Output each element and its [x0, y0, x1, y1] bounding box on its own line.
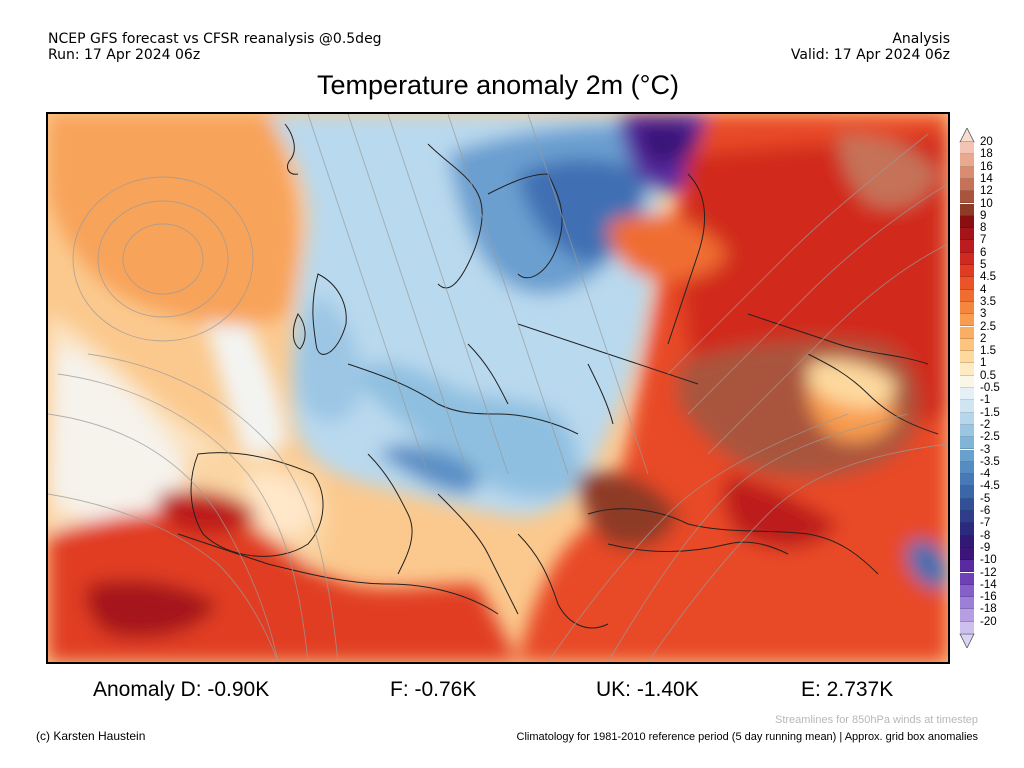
colorbar-swatch: [960, 363, 974, 376]
colorbar-label: 16: [980, 160, 993, 173]
colorbar-swatch: [960, 609, 974, 622]
colorbar-swatch: [960, 523, 974, 536]
colorbar-swatch: [960, 375, 974, 388]
colorbar-swatch: [960, 289, 974, 302]
colorbar-label: 12: [980, 185, 993, 198]
colorbar-swatch: [960, 215, 974, 229]
colorbar-label: 14: [980, 172, 993, 185]
colorbar-label: 10: [980, 197, 993, 210]
colorbar-swatch: [960, 400, 974, 413]
colorbar-label: 5: [980, 259, 987, 271]
colorbar-swatch: [960, 584, 974, 598]
colorbar-swatch: [960, 474, 974, 487]
anomaly-d-stat: Anomaly D: -0.90K: [93, 678, 270, 701]
colorbar-swatch: [960, 547, 974, 561]
colorbar-swatch: [960, 597, 974, 610]
colorbar-label: 9: [980, 209, 987, 222]
anomaly-map-graphic: [48, 114, 948, 662]
colorbar-label: 20: [980, 136, 993, 148]
colorbar-label: -12: [980, 566, 997, 579]
anomaly-map: [46, 112, 950, 664]
colorbar-label: -16: [980, 591, 997, 604]
colorbar-label: 4: [980, 283, 987, 296]
anomaly-e-stat: E: 2.737K: [801, 678, 894, 701]
colorbar-label: 8: [980, 222, 987, 235]
colorbar-swatch: [960, 449, 974, 462]
colorbar-label: -7: [980, 517, 991, 530]
colorbar-label: 1.5: [980, 345, 996, 358]
colorbar-swatch: [960, 203, 974, 216]
colorbar-swatch: [960, 572, 974, 585]
colorbar-label: 3: [980, 308, 987, 321]
colorbar-swatch: [960, 621, 974, 634]
colorbar-swatch: [960, 252, 974, 265]
run-time: Run: 17 Apr 2024 06z: [48, 47, 201, 63]
colorbar-swatch: [960, 511, 974, 524]
colorbar-label: -5: [980, 492, 991, 505]
colorbar-swatch: [960, 486, 974, 499]
colorbar-label: -8: [980, 529, 991, 542]
colorbar-label: -2: [980, 418, 991, 431]
colorbar-label: -6: [980, 505, 991, 517]
colorbar-label: 6: [980, 246, 987, 259]
colorbar-swatch: [960, 560, 974, 573]
colorbar-swatch: [960, 191, 974, 204]
colorbar-swatch: [960, 326, 974, 339]
colorbar-label: -14: [980, 578, 997, 591]
colorbar-swatch: [960, 437, 974, 450]
header-left: NCEP GFS forecast vs CFSR reanalysis @0.…: [48, 31, 382, 63]
colorbar-label: -10: [980, 554, 997, 567]
colorbar-label: 18: [980, 148, 993, 161]
colorbar-label: 2: [980, 332, 987, 345]
colorbar-swatch: [960, 301, 974, 315]
anomaly-uk-stat: UK: -1.40K: [596, 678, 699, 701]
colorbar-swatch: [960, 228, 974, 241]
colorbar-swatch: [960, 412, 974, 425]
colorbar-swatch: [960, 178, 974, 192]
header-right: Analysis Valid: 17 Apr 2024 06z: [791, 31, 950, 63]
colorbar-swatch: [960, 535, 974, 548]
colorbar-swatch: [960, 166, 974, 179]
valid-time: Valid: 17 Apr 2024 06z: [790, 47, 950, 63]
anomaly-f-stat: F: -0.76K: [390, 678, 477, 701]
colorbar-label: -0.5: [980, 382, 1000, 394]
colorbar-swatch: [960, 388, 974, 401]
colorbar-swatch: [960, 498, 974, 511]
colorbar-label: -18: [980, 603, 997, 616]
colorbar-label: -1: [980, 394, 991, 407]
colorbar-swatch: [960, 424, 974, 438]
colorbar-swatch: [960, 265, 974, 278]
colorbar-swatch: [960, 338, 974, 352]
colorbar-swatch: [960, 314, 974, 327]
colorbar-label: 0.5: [980, 369, 996, 382]
colorbar-swatch: [960, 142, 974, 155]
colorbar-label: -1.5: [980, 406, 1000, 419]
colorbar-label: 7: [980, 234, 987, 247]
colorbar-label: -4.5: [980, 480, 1000, 493]
colorbar-label: -3: [980, 443, 991, 456]
colorbar-label: 1: [980, 357, 987, 370]
colorbar-swatch: [960, 461, 974, 475]
colorbar-swatch: [960, 277, 974, 290]
colorbar-label: -20: [980, 615, 997, 628]
colorbar-label: 4.5: [980, 271, 996, 284]
colorbar-swatch: [960, 351, 974, 364]
colorbar-swatch: [960, 154, 974, 167]
colorbar-label: 2.5: [980, 320, 996, 333]
colorbar-label: -3.5: [980, 455, 1000, 468]
credit-text: (c) Karsten Haustein: [36, 729, 146, 743]
colorbar-label: -2.5: [980, 431, 1000, 444]
model-description: NCEP GFS forecast vs CFSR reanalysis @0.…: [48, 31, 382, 47]
streamlines-note: Streamlines for 850hPa winds at timestep: [775, 714, 978, 726]
map-title: Temperature anomaly 2m (°C): [317, 70, 679, 100]
climatology-note: Climatology for 1981-2010 reference peri…: [516, 731, 978, 743]
colorbar-legend: 20 18 16 14 12 10 9 8 7 6 5 4.5 4 3.5 3 2.5 2 1.5 1 0.5 -0.5…: [958, 128, 1018, 648]
colorbar-label: 3.5: [980, 295, 996, 308]
forecast-type: Analysis: [892, 31, 950, 47]
colorbar-swatch: [960, 240, 974, 253]
colorbar-label: -4: [980, 468, 991, 481]
colorbar-label: -9: [980, 541, 991, 554]
